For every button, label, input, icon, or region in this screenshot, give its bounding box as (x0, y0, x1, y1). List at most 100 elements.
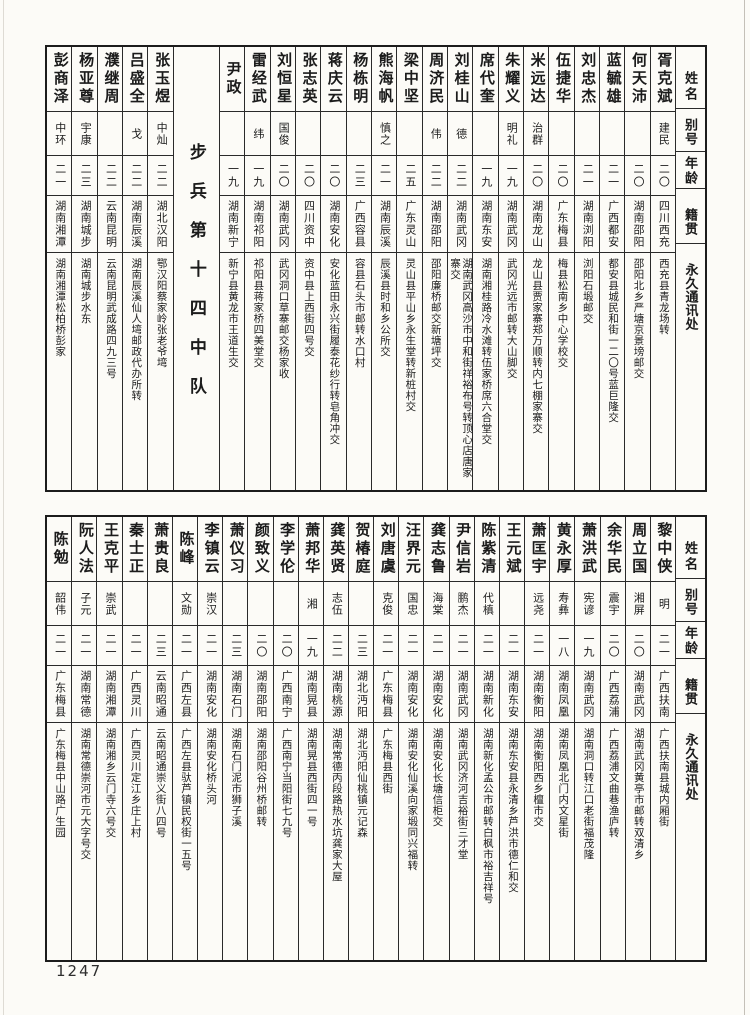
name-cell: 王元斌 (499, 517, 525, 583)
origin-cell: 湖南石门 (223, 666, 248, 724)
person-column: 萧洪武 宪谚 一九 湖南武冈 湖南洞口转江口老街福茂隆 (574, 517, 600, 960)
person-address: 湖南武冈济河吉裕街三才堂 (456, 728, 468, 861)
person-column: 蒋庆云 二〇 湖南安化 安化蓝田永兴街履泰花纱行转皂角冲交 (320, 47, 346, 490)
origin-cell: 云南昭通 (147, 666, 172, 724)
person-age: 二〇 (280, 632, 293, 659)
origin-cell: 广西都安 (599, 196, 625, 254)
person-origin: 四川西充 (657, 199, 670, 248)
origin-cell: 湖南晃县 (298, 666, 323, 724)
alias-cell: 文勋 (172, 582, 198, 627)
address-cell: 新宁县黄龙市王道生交 (220, 253, 244, 490)
person-origin: 湖南湘潭 (103, 669, 116, 718)
person-origin: 湖南城步 (79, 199, 92, 248)
address-cell: 武冈洞口草寨邮交杨家收 (271, 253, 295, 490)
name-cell: 刘恒星 (270, 47, 295, 113)
person-origin: 云南昆明 (104, 199, 117, 248)
name-cell: 汪界元 (399, 517, 424, 583)
age-cell: 二一 (574, 156, 599, 196)
alias-cell (219, 112, 245, 157)
origin-cell: 湖南祁阳 (245, 196, 270, 254)
person-name: 刘恒星 (275, 52, 292, 107)
person-name: 萧洪武 (579, 522, 596, 577)
person-address: 邵阳廉桥邮交新塘坪交 (429, 258, 441, 369)
person-origin: 广东梅县 (555, 199, 568, 248)
person-address: 湖北沔阳仙桃镇元记森 (356, 728, 368, 839)
address-cell: 云南昭通崇义街八四号 (148, 723, 172, 960)
person-origin: 湖南武冈 (632, 669, 645, 718)
origin-cell: 广西灵川 (122, 666, 147, 724)
person-column: 陈峰 文勋 二一 广西左县 广西左县驮芦镇民权街一五号 (171, 517, 198, 960)
person-name: 秦士正 (127, 522, 144, 577)
age-cell: 二一 (599, 156, 625, 196)
age-cell: 一九 (473, 156, 498, 196)
person-alias: 湘 (305, 597, 318, 610)
alias-cell: 鹏杰 (449, 582, 474, 627)
origin-cell: 湖南武冈 (625, 666, 650, 724)
person-column: 何天沛二〇湖南邵阳邵阳北乡严塘京景塝邮交 (624, 47, 650, 490)
person-alias: 戈 (129, 127, 142, 140)
person-name: 贺椿庭 (353, 522, 370, 577)
address-cell: 容县石头市邮转水口村 (347, 253, 371, 490)
person-address: 广西荔浦文曲巷渔庐转 (607, 728, 619, 839)
name-cell: 周立国 (625, 517, 650, 583)
name-cell: 雷经武 (245, 47, 270, 113)
header-column-top: 姓名 别号 年龄 籍贯 永久通讯处 (675, 47, 705, 490)
person-age: 二二 (454, 162, 467, 189)
header-name-label: 姓名 (683, 70, 698, 103)
alias-cell (223, 582, 248, 627)
person-origin: 湖北沔阳 (355, 669, 368, 718)
name-cell: 尹政 (219, 47, 245, 113)
person-address: 广西灵川定江乡庄上村 (129, 728, 141, 839)
address-cell: 邵阳北乡严塘京景塝邮交 (625, 253, 649, 490)
person-address: 鄂汉阳蔡家岭张老爷塆 (155, 258, 167, 369)
address-cell: 都安县城民和街一二〇号蓝巨隆交 (600, 253, 624, 490)
name-cell: 杨亚尊 (72, 47, 97, 113)
person-age: 二三 (229, 632, 242, 659)
alias-cell: 戈 (123, 112, 148, 157)
age-cell: 二〇 (600, 626, 625, 666)
origin-cell: 湖南湘潭 (97, 666, 122, 724)
age-cell: 二〇 (625, 156, 650, 196)
person-column: 陈紫清 代槙 二一 湖南新化 湖南新化孟公市邮转白枫市裕吉祥号 (473, 517, 499, 960)
age-cell: 二一 (97, 626, 122, 666)
name-cell: 龚志鲁 (424, 517, 449, 583)
address-cell: 广西灵川定江乡庄上村 (123, 723, 147, 960)
person-origin: 湖南邵阳 (429, 199, 442, 248)
person-age: 二〇 (302, 162, 315, 189)
address-cell: 安化蓝田永兴街履泰花纱行转皂角冲交 (321, 253, 345, 490)
name-cell: 刘忠杰 (574, 47, 599, 113)
person-address: 广西左县驮芦镇民权街一五号 (179, 728, 191, 872)
person-name: 何天沛 (629, 52, 646, 107)
person-alias: 明 (657, 597, 670, 610)
name-cell: 李学伦 (273, 517, 298, 583)
person-address: 湖南衡阳西乡檀市交 (532, 728, 544, 828)
address-cell: 湖南武冈黄亭市邮转双清乡 (626, 723, 650, 960)
person-address: 广东梅县西街 (381, 728, 393, 795)
origin-cell: 湖南新化 (474, 666, 499, 724)
address-cell: 广东梅县中山路广生园 (47, 723, 71, 960)
age-cell: 二二 (422, 156, 447, 196)
person-column: 吕盛全戈二二 湖南辰溪 湖南辰溪仙人塆邮政代办所转 (122, 47, 148, 490)
person-address: 梅县松南乡中心学校交 (556, 258, 568, 369)
person-age: 二〇 (631, 162, 644, 189)
person-age: 二〇 (530, 162, 543, 189)
person-address: 西充县青龙场转 (657, 258, 669, 336)
person-alias: 慎之 (378, 121, 391, 146)
person-column: 龚志鲁 海棠 二一 湖南安化 湖南安化长塘信柜交 (423, 517, 449, 960)
name-cell: 黎中侠 (650, 517, 675, 583)
alias-cell: 远尧 (525, 582, 550, 627)
person-origin: 四川资中 (302, 199, 315, 248)
person-column: 梁中坚 二五 广东灵山 灵山县平山乡永生堂转新桩村交 (396, 47, 422, 490)
person-alias: 建民 (657, 121, 670, 146)
origin-cell: 湖南常德 (72, 666, 97, 724)
address-cell: 武冈光远市邮转大山脚交 (499, 253, 523, 490)
person-age: 二三 (353, 162, 366, 189)
person-column: 杨亚尊 宇康 二三 湖南城步 湖南城步水东 (71, 47, 97, 490)
person-address: 湖南城步水东 (79, 258, 91, 325)
person-alias: 韶伟 (53, 591, 66, 616)
person-origin: 湖南武冈 (456, 669, 469, 718)
person-origin: 广西扶南 (657, 669, 670, 718)
name-cell: 萧仪习 (223, 517, 248, 583)
person-origin: 湖南邵阳 (631, 199, 644, 248)
person-name: 王克平 (101, 522, 118, 577)
